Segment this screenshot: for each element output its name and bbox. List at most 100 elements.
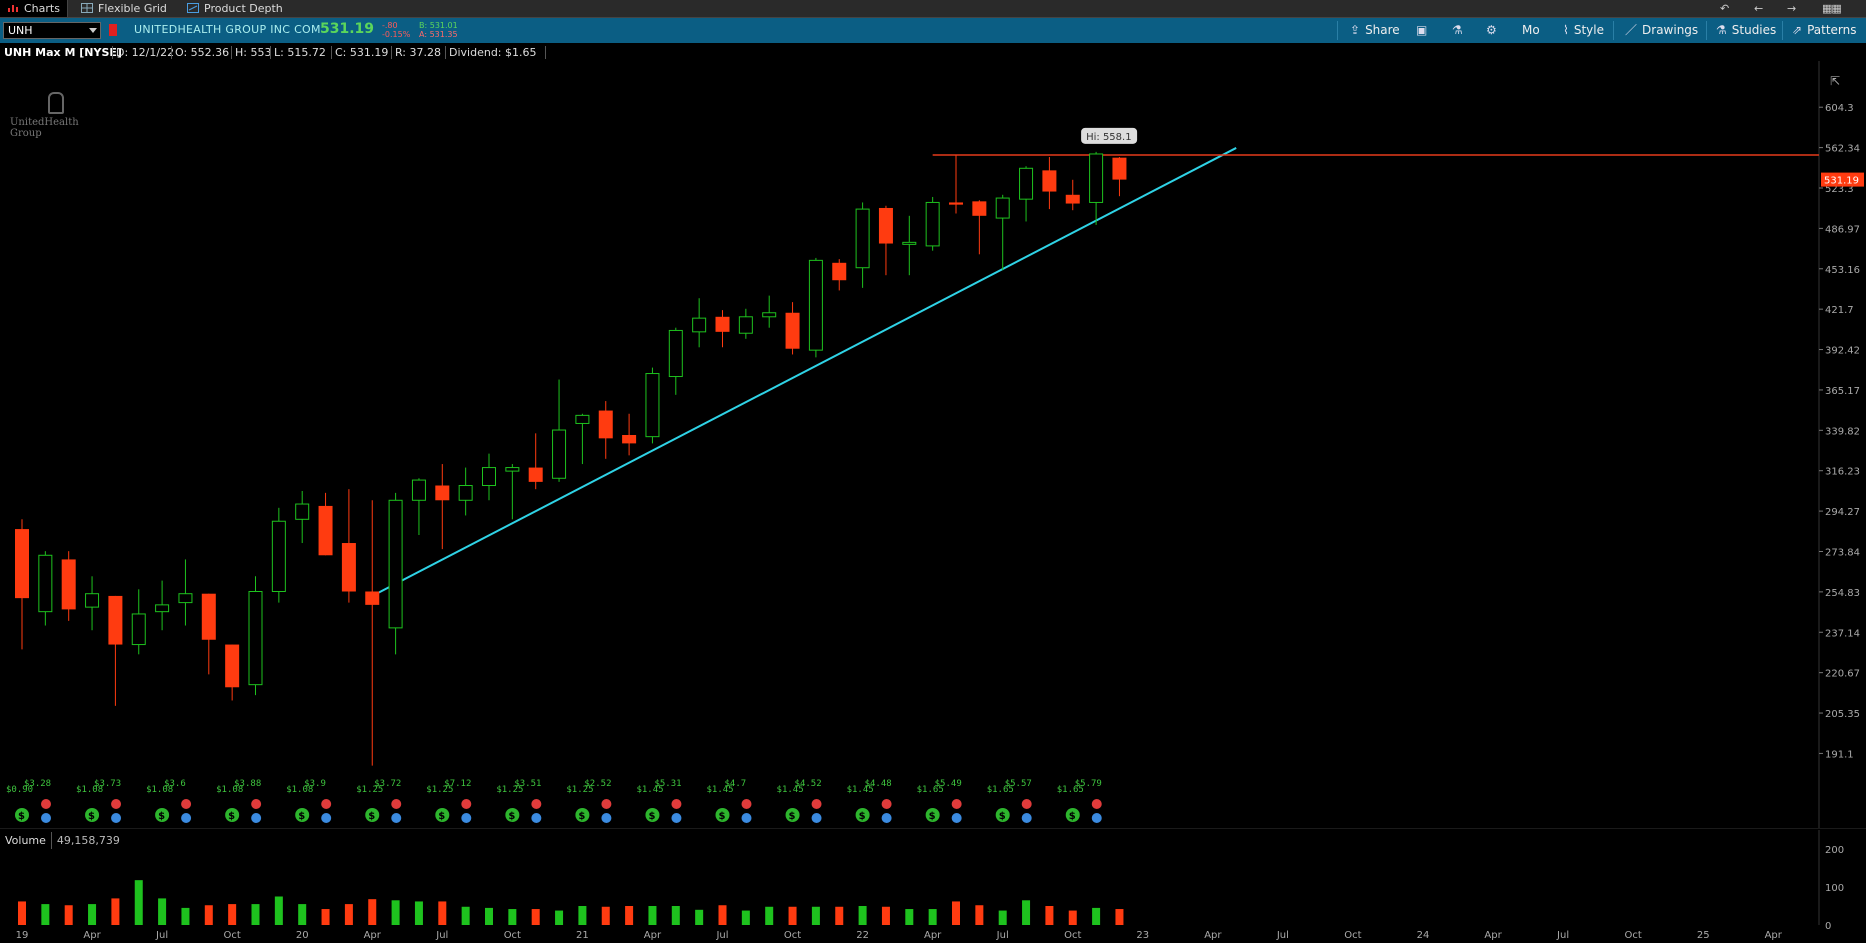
patterns-button[interactable]: ⇗ Patterns xyxy=(1792,21,1857,40)
y-tick-label: 220.67 xyxy=(1825,669,1860,680)
earnings-icon xyxy=(811,799,822,809)
y-tick-label: 604.3 xyxy=(1825,103,1854,114)
y-tick-label: 421.7 xyxy=(1825,305,1854,316)
style-button[interactable]: ⌇ Style xyxy=(1563,21,1604,40)
volume-bar xyxy=(625,906,634,925)
volume-bar xyxy=(251,904,260,925)
candle xyxy=(972,200,987,255)
forward-icon[interactable]: → xyxy=(1787,2,1797,15)
volume-bar xyxy=(578,906,587,925)
volume-bar xyxy=(391,900,400,925)
divider xyxy=(391,46,392,59)
tab-product-depth[interactable]: Product Depth xyxy=(180,0,290,17)
volume-bar xyxy=(158,898,167,925)
x-tick-label: Apr xyxy=(83,930,101,941)
dividend-icon xyxy=(995,808,1010,822)
style-icon: ⌇ xyxy=(1563,23,1569,37)
y-tick-label: 562.34 xyxy=(1825,144,1860,155)
lab-button[interactable]: ⚗ xyxy=(1452,21,1468,40)
candle-body xyxy=(435,485,450,501)
candle-body xyxy=(668,329,683,378)
price-chart[interactable]: 604.3 562.34 523.3 486.97 453.16 421.7 392.42 3… xyxy=(0,61,1866,829)
event-group: $1.45$5.31 $ xyxy=(636,779,682,823)
candle-body xyxy=(225,644,240,688)
symbol-input[interactable]: UNH xyxy=(3,22,101,39)
x-tick-label: Jul xyxy=(996,930,1009,941)
candle-body xyxy=(85,593,100,608)
tab-charts[interactable]: Charts xyxy=(0,0,68,17)
volume-bar xyxy=(741,910,750,925)
change-percent: -0.15% xyxy=(382,30,411,39)
dividend-symbol: $ xyxy=(929,811,936,822)
dividend-symbol: $ xyxy=(999,811,1006,822)
volume-tick-label: 200 xyxy=(1825,845,1844,856)
dividend-icon xyxy=(855,808,870,822)
tab-flexible-grid[interactable]: Flexible Grid xyxy=(74,0,174,17)
divider xyxy=(545,46,546,59)
x-tick-label: Jul xyxy=(435,930,448,941)
alert-flag-icon[interactable] xyxy=(109,24,117,36)
candle xyxy=(38,551,53,626)
y-tick-label: 365.17 xyxy=(1825,386,1860,397)
earnings-info-icon xyxy=(951,813,962,823)
candle xyxy=(1089,151,1104,225)
back-icon[interactable]: ← xyxy=(1754,2,1764,15)
dividend-symbol: $ xyxy=(508,811,515,822)
share-button[interactable]: ⇪ Share xyxy=(1350,21,1400,40)
divider xyxy=(112,46,113,59)
dividend-icon xyxy=(85,808,100,822)
keyboard-icon[interactable]: ▦▦ xyxy=(1822,2,1842,15)
candle xyxy=(668,327,683,395)
volume-bar xyxy=(298,904,307,925)
y-tick-label: 254.83 xyxy=(1825,588,1860,599)
y-tick-label: 486.97 xyxy=(1825,224,1860,235)
earnings-info-icon xyxy=(601,813,612,823)
bid-value: B: 531.01 xyxy=(419,21,458,30)
candle xyxy=(482,453,496,501)
event-group: $1.25$7.12 $ xyxy=(426,779,471,823)
earnings-icon xyxy=(741,799,752,809)
dividend-symbol: $ xyxy=(719,811,726,822)
y-tick-label: 316.23 xyxy=(1825,467,1860,478)
earnings-icon xyxy=(321,799,332,809)
drawings-button[interactable]: ／ Drawings xyxy=(1625,21,1698,40)
candle xyxy=(225,644,240,701)
earnings-icon xyxy=(41,799,51,809)
volume-bar xyxy=(648,906,657,925)
dividend-label: $1.45 xyxy=(636,785,663,795)
candle xyxy=(528,433,543,490)
dividend-label: $0.90 xyxy=(6,785,33,795)
candle-body xyxy=(388,499,403,629)
share-label: Share xyxy=(1365,23,1400,37)
dividend-icon xyxy=(1065,808,1080,822)
earnings-icon xyxy=(1091,799,1102,809)
volume-chart[interactable]: 200 100 0 19 Apr Jul Oct 20 Apr Jul Oct 21 Apr Jul Oct… xyxy=(0,830,1866,943)
undo-icon[interactable]: ↶ xyxy=(1720,2,1730,15)
event-group: $1.08$3.88 $ xyxy=(216,779,261,823)
patterns-icon: ⇗ xyxy=(1792,23,1803,37)
aggregation-select[interactable]: Mo xyxy=(1522,21,1540,40)
candle-body xyxy=(1112,157,1127,180)
earnings-icon xyxy=(671,799,682,809)
screenshot-button[interactable]: ▣ xyxy=(1416,21,1432,40)
divider xyxy=(270,46,271,59)
volume-bar xyxy=(344,904,353,925)
dividend-label: $3.88 xyxy=(234,779,261,789)
x-tick-label: Oct xyxy=(1625,930,1642,941)
candle-body xyxy=(1089,153,1104,203)
settings-button[interactable]: ⚙ xyxy=(1486,21,1502,40)
event-group: $1.65$5.49 $ xyxy=(917,779,962,823)
company-logo: UnitedHealth Group xyxy=(10,92,110,139)
divider xyxy=(1613,21,1614,40)
window-tab-bar: Charts Flexible Grid Product Depth ↶ ← →… xyxy=(0,0,1866,18)
dividend-label: $1.08 xyxy=(146,785,173,795)
event-group: $1.65$5.79 $ xyxy=(1057,779,1102,823)
candle-body xyxy=(575,414,590,424)
divider xyxy=(231,46,232,59)
studies-button[interactable]: ⚗ Studies xyxy=(1716,21,1776,40)
date-value: D: 12/1/22 xyxy=(116,46,175,59)
chevron-down-icon[interactable] xyxy=(89,28,97,33)
volume-bar xyxy=(64,905,73,925)
tab-label: Product Depth xyxy=(204,2,283,15)
volume-label: Volume 49,158,739 xyxy=(0,832,125,849)
